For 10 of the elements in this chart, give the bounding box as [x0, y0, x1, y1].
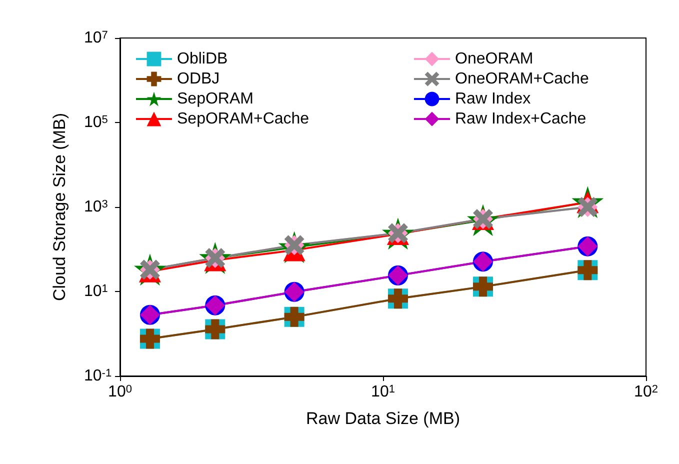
legend-label: Raw Index	[455, 90, 531, 108]
x-axis-title: Raw Data Size (MB)	[306, 409, 460, 428]
legend-label: ObliDB	[177, 50, 228, 68]
legend-label: Raw Index+Cache	[455, 110, 586, 128]
legend-label: OneORAM+Cache	[455, 70, 589, 88]
y-axis-title: Cloud Storage Size (MB)	[50, 112, 69, 302]
legend-label: OneORAM	[455, 50, 534, 68]
legend-label: SepORAM+Cache	[177, 110, 310, 128]
legend-label: SepORAM	[177, 90, 254, 108]
legend-label: ODBJ	[177, 70, 220, 88]
